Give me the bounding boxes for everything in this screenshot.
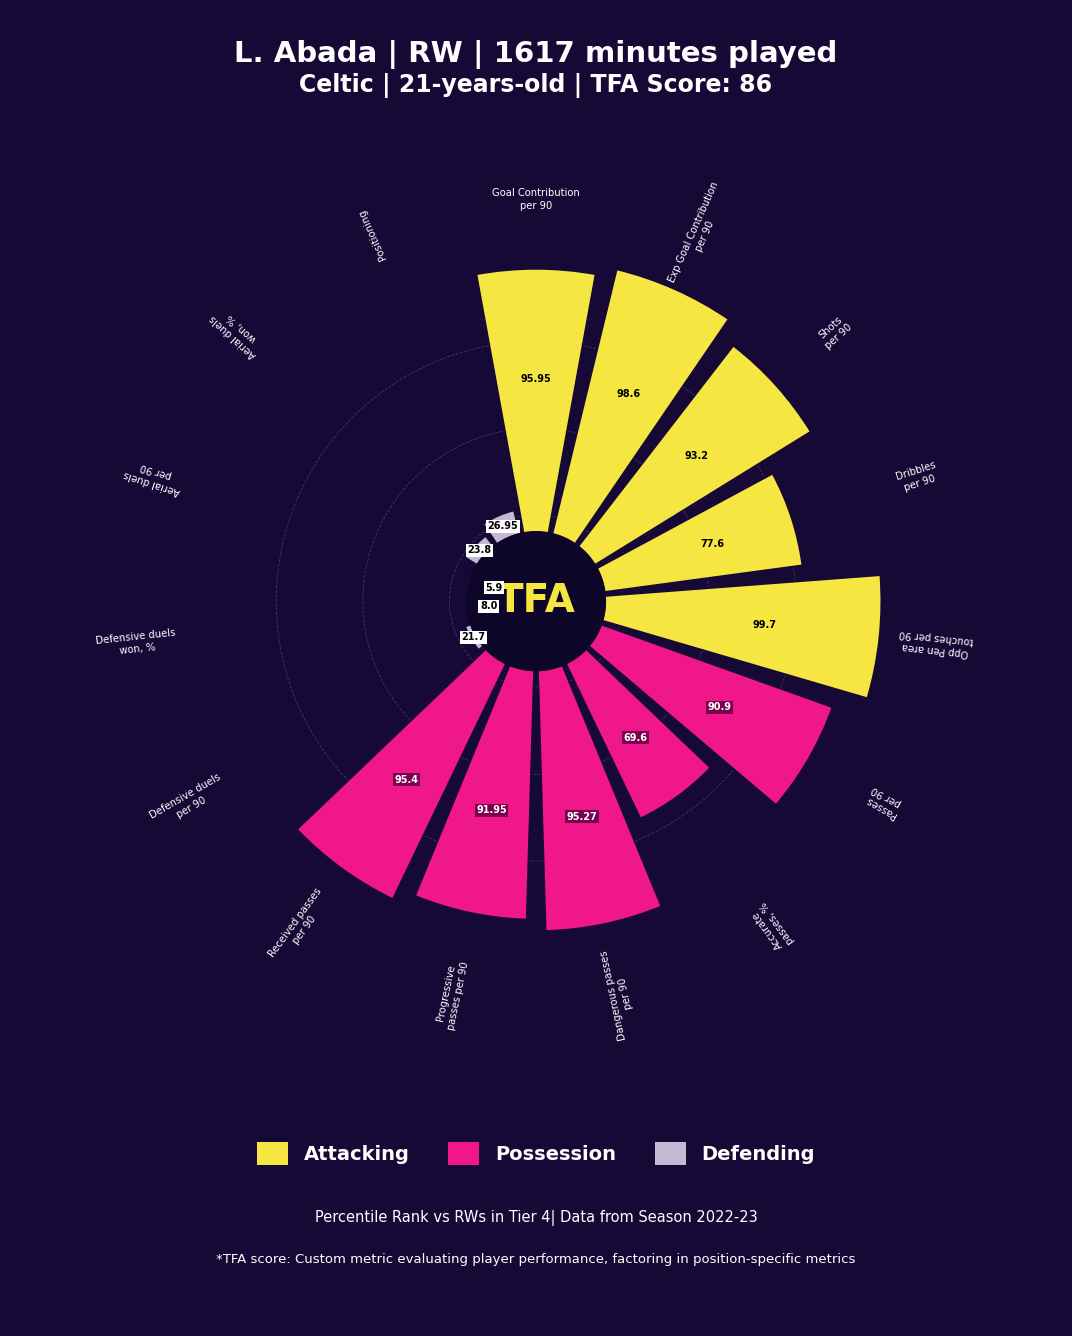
Text: Positioning: Positioning <box>357 207 388 261</box>
Text: 23.8: 23.8 <box>467 545 491 556</box>
Text: 98.6: 98.6 <box>616 389 640 398</box>
Bar <box>297 649 506 899</box>
Bar <box>466 536 494 565</box>
Text: 77.6: 77.6 <box>700 538 724 549</box>
Text: Dangerous passes
per 90: Dangerous passes per 90 <box>599 947 640 1041</box>
Text: 26.95: 26.95 <box>488 521 518 532</box>
Text: 95.27: 95.27 <box>566 812 597 822</box>
Bar <box>602 576 881 699</box>
Text: Passes
per 90: Passes per 90 <box>864 784 904 820</box>
Text: Dribbles
per 90: Dribbles per 90 <box>895 460 941 494</box>
Text: Opp Pen area
touches per 90: Opp Pen area touches per 90 <box>897 628 974 659</box>
Text: 99.7: 99.7 <box>753 620 776 631</box>
Text: Celtic | 21-years-old | TFA Score: 86: Celtic | 21-years-old | TFA Score: 86 <box>299 73 773 99</box>
Bar <box>476 269 596 533</box>
Text: 8.0: 8.0 <box>480 601 497 611</box>
Text: Received passes
per 90: Received passes per 90 <box>267 886 333 966</box>
Text: 5.9: 5.9 <box>486 582 503 593</box>
Text: L. Abada | RW | 1617 minutes played: L. Abada | RW | 1617 minutes played <box>235 40 837 69</box>
Polygon shape <box>466 532 606 671</box>
Text: Percentile Rank vs RWs in Tier 4| Data from Season 2022-23: Percentile Rank vs RWs in Tier 4| Data f… <box>314 1210 758 1226</box>
Text: 21.7: 21.7 <box>461 632 486 643</box>
Text: 93.2: 93.2 <box>685 452 709 461</box>
Legend: Attacking, Possession, Defending: Attacking, Possession, Defending <box>249 1134 823 1173</box>
Bar <box>566 649 711 819</box>
Text: 69.6: 69.6 <box>623 733 647 743</box>
Bar <box>597 474 802 592</box>
Text: Defensive duels
won, %: Defensive duels won, % <box>95 628 178 659</box>
Text: Progressive
passes per 90: Progressive passes per 90 <box>434 958 471 1030</box>
Text: *TFA score: Custom metric evaluating player performance, factoring in position-s: *TFA score: Custom metric evaluating pla… <box>217 1253 855 1265</box>
Text: TFA: TFA <box>496 582 576 620</box>
Bar <box>578 346 810 565</box>
Text: 91.95: 91.95 <box>476 806 507 815</box>
Text: Exp Goal Contribution
per 90: Exp Goal Contribution per 90 <box>667 180 732 289</box>
Bar <box>589 624 833 804</box>
Bar <box>415 665 534 919</box>
Text: Goal Contribution
per 90: Goal Contribution per 90 <box>492 188 580 211</box>
Text: Aerial duels
per 90: Aerial duels per 90 <box>122 457 185 497</box>
Bar <box>552 270 729 544</box>
Text: 95.4: 95.4 <box>394 775 418 784</box>
Text: 95.95: 95.95 <box>521 374 551 385</box>
Bar <box>465 624 483 649</box>
Bar <box>483 510 520 544</box>
Text: Defensive duels
per 90: Defensive duels per 90 <box>148 772 228 832</box>
Text: Aerial duels
won, %: Aerial duels won, % <box>208 305 267 361</box>
Text: 90.9: 90.9 <box>708 701 731 712</box>
Text: Shots
per 90: Shots per 90 <box>815 313 854 351</box>
Text: Accurate
passes, %: Accurate passes, % <box>748 899 795 953</box>
Bar <box>538 665 661 931</box>
